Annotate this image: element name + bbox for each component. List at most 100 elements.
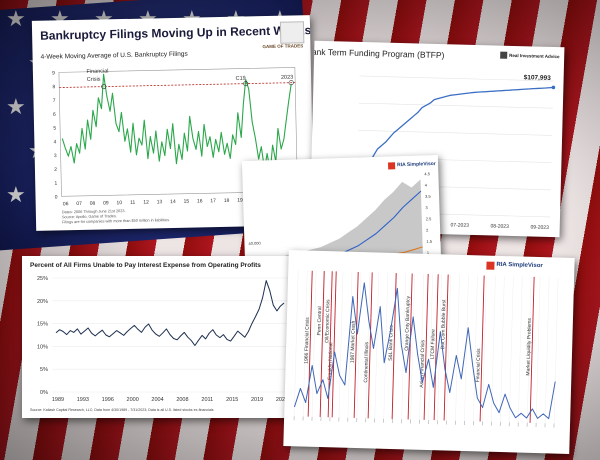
grid-line <box>500 276 505 423</box>
grid-line <box>358 130 553 136</box>
x-tick-label: 17 <box>210 198 216 204</box>
x-tick-label: 08-2023 <box>490 223 509 229</box>
x-tick-label: 12 <box>143 200 149 206</box>
flag-star-icon: ★ <box>6 96 26 118</box>
grid-line <box>464 275 469 422</box>
y-tick-label: 0 <box>55 194 58 200</box>
grid-line <box>526 276 532 423</box>
x-tick-label: 06 <box>63 201 69 207</box>
event-line <box>367 272 373 419</box>
x-tick-label: 09 <box>103 200 109 206</box>
x-tick-label: 2000 <box>127 397 139 403</box>
grid-line <box>455 274 460 421</box>
grid-line <box>365 272 371 419</box>
x-tick-label: 1996 <box>102 397 114 403</box>
grid-line <box>356 272 362 419</box>
flag-star-icon: ★ <box>6 8 26 30</box>
y-tick-label: 4 <box>425 183 428 188</box>
series-line <box>55 280 285 346</box>
event-line <box>331 271 337 418</box>
y-tick-label: 6 <box>53 112 56 118</box>
grid-line <box>482 275 487 422</box>
y-tick-label: 9 <box>52 70 55 76</box>
y-tick-label: 5% <box>40 367 48 373</box>
x-tick-label: 2015 <box>226 397 238 403</box>
x-tick-label: 19 <box>237 198 243 204</box>
x-tick-label: 07 <box>76 201 82 207</box>
event-label: 1966 Financial Crisis <box>304 317 311 364</box>
y-tick-label: 3.5 <box>425 194 431 199</box>
event-label: Financial Crisis <box>475 348 482 383</box>
grid-line <box>410 273 415 420</box>
grid-line <box>517 276 523 423</box>
y-tick-label: 0% <box>40 390 48 396</box>
grid-line <box>428 274 433 421</box>
grid-line <box>358 102 553 109</box>
bank-events-chart-card: RIA SimpleVisor 1966 Financial Crisis Pen… <box>283 250 575 454</box>
y-tick-label: 1.5 <box>426 239 432 244</box>
event-label: Oil/Economic Crisis <box>324 299 331 343</box>
grid-line <box>535 277 541 424</box>
grid-line <box>311 270 317 417</box>
interest-coverage-plot: 25% 20% 15% 10% 5% 0% 1989 1993 1996 2000 2004 2008… <box>37 276 290 403</box>
series-line <box>61 73 292 172</box>
event-line <box>319 271 325 417</box>
ratio-area <box>274 179 424 269</box>
y-tick-label: 2 <box>54 167 57 173</box>
event-label: LTCM Failure <box>430 329 437 359</box>
grid-line <box>544 277 550 424</box>
x-tick-label: 2023 <box>276 397 288 403</box>
y-tick-label: 3 <box>425 205 428 210</box>
x-tick-label: 15 <box>184 199 190 205</box>
event-label: Market Liquidity Problems <box>525 317 533 375</box>
event-label: Franklin National <box>327 342 334 380</box>
x-tick-label: 13 <box>157 199 163 205</box>
x-tick-label: 2019 <box>251 397 263 403</box>
grid-line <box>293 270 299 417</box>
y-tick-label: 1 <box>427 250 430 255</box>
event-label: Dot Com Bubble Burst <box>440 299 447 350</box>
y-tick-label: 25% <box>37 276 48 282</box>
x-tick-label: 2011 <box>201 397 213 403</box>
x-tick-label: 1993 <box>77 397 89 403</box>
annotation-marker <box>288 80 294 86</box>
x-tick-label: 10 <box>116 200 122 206</box>
y-tick-label: 10% <box>37 344 48 350</box>
y-tick-label: 2.5 <box>426 216 432 221</box>
event-line <box>443 274 449 421</box>
series-line <box>355 86 554 208</box>
x-tick-label: 08 <box>90 201 96 207</box>
event-line <box>423 273 429 420</box>
event-label: Continental Illinois <box>363 341 370 382</box>
grid-line <box>437 274 442 421</box>
annotation-label: C19 <box>236 76 246 82</box>
y-tick-label: 1 <box>54 181 57 187</box>
event-line <box>529 276 535 423</box>
grid-line <box>553 277 559 424</box>
reference-line <box>59 82 296 88</box>
grid-line <box>383 272 389 419</box>
event-line <box>307 270 313 417</box>
grid-line <box>374 272 380 419</box>
event-label: S&L Bank Crisis <box>388 324 395 361</box>
grid-line <box>347 271 353 418</box>
x-tick-label: 07-2023 <box>450 222 469 228</box>
event-label: Asian Financial Crisis <box>419 339 426 387</box>
annotation-label: Crisis <box>87 77 101 83</box>
grid-line <box>419 273 424 420</box>
annotation-marker <box>101 84 107 90</box>
interest-coverage-chart-card: Percent of All Firms Unable to Pay Inter… <box>22 256 298 418</box>
y-tick-label: 5 <box>53 126 56 132</box>
x-tick-label: 2004 <box>151 397 163 403</box>
grid-line <box>329 271 335 418</box>
event-label: 1987 Market Crash <box>350 320 357 363</box>
grid-line <box>491 275 496 422</box>
x-tick-label: 2008 <box>176 397 188 403</box>
y-tick-label: 15% <box>37 322 48 328</box>
end-point-marker <box>551 85 556 90</box>
event-line <box>479 275 485 422</box>
y-tick-label: 4.5 <box>424 171 430 176</box>
x-tick-label: 18 <box>224 198 230 204</box>
y-tick-label: 8 <box>52 84 55 90</box>
series-line <box>293 282 556 420</box>
